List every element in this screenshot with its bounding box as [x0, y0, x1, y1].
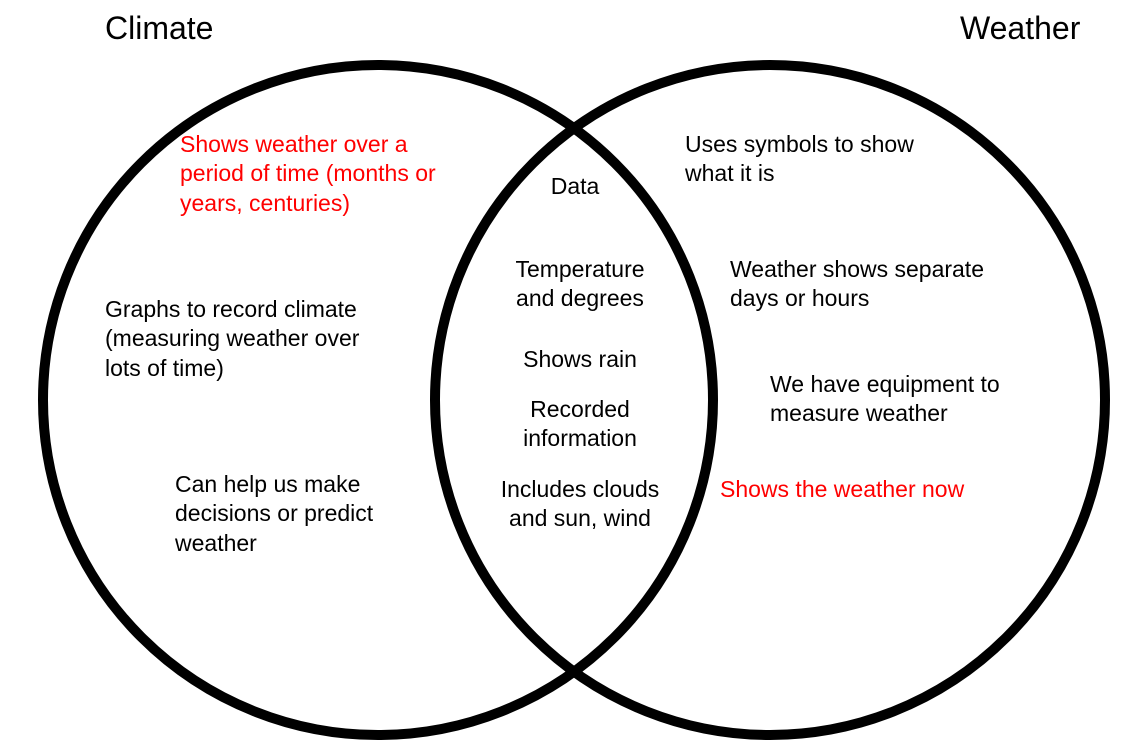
- weather-item-1: Uses symbols to show what it is: [685, 130, 965, 189]
- weather-item-2: Weather shows separate days or hours: [730, 255, 1030, 314]
- weather-item-3: We have equipment to measure weather: [770, 370, 1030, 429]
- climate-item-2: Graphs to record climate (measuring weat…: [105, 295, 375, 383]
- both-item-5: Includes clouds and sun, wind: [500, 475, 660, 534]
- both-item-2: Temperature and degrees: [500, 255, 660, 314]
- climate-item-1: Shows weather over a period of time (mon…: [180, 130, 460, 218]
- both-item-1: Data: [500, 172, 650, 201]
- climate-item-3: Can help us make decisions or predict we…: [175, 470, 435, 558]
- both-item-4: Recorded information: [500, 395, 660, 454]
- venn-diagram: Climate Weather Shows weather over a per…: [0, 0, 1145, 745]
- title-right: Weather: [960, 10, 1080, 47]
- both-item-3: Shows rain: [500, 345, 660, 374]
- title-left: Climate: [105, 10, 213, 47]
- weather-item-4: Shows the weather now: [720, 475, 1020, 504]
